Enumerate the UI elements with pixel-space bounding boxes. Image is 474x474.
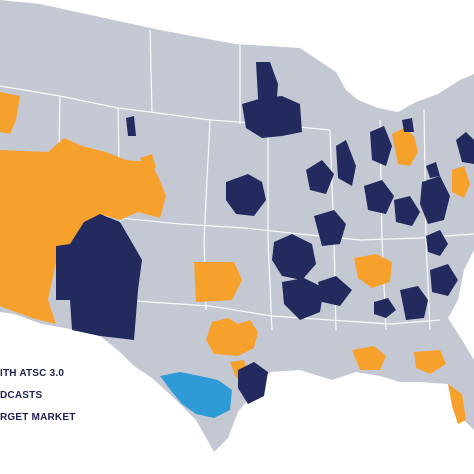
market-navy-mo — [314, 210, 346, 246]
market-orange-ok — [194, 262, 242, 302]
market-navy-wv — [420, 176, 450, 224]
market-orange-tx-north — [206, 318, 258, 356]
market-navy-oh2 — [426, 162, 440, 178]
orange-markets — [0, 92, 470, 424]
market-navy-il — [336, 140, 356, 186]
market-navy-oh — [394, 196, 420, 226]
market-navy-wy — [126, 116, 136, 136]
market-navy-ga2 — [374, 298, 396, 318]
market-navy-in — [364, 180, 394, 214]
navy-markets — [56, 62, 474, 404]
market-navy-mi-n — [402, 118, 414, 132]
market-orange-colorado — [140, 154, 156, 172]
legend-label-target-market: RGET MARKET — [0, 411, 76, 423]
map-legend: ITH ATSC 3.0 DCASTS RGET MARKET — [0, 362, 120, 428]
market-navy-wi — [306, 160, 334, 194]
market-orange-fl — [448, 384, 466, 424]
market-navy-va — [426, 230, 448, 256]
market-orange-pacific-nw — [0, 92, 20, 134]
market-orange-sc — [414, 350, 446, 374]
legend-label-broadcasts: DCASTS — [0, 389, 43, 401]
market-orange-pa — [452, 166, 470, 198]
market-navy-ks — [272, 234, 316, 280]
market-navy-la — [238, 362, 268, 404]
market-navy-ne-coast — [456, 132, 474, 164]
market-navy-ar — [282, 278, 324, 320]
market-orange-ky — [354, 254, 392, 288]
market-orange-mi — [392, 128, 418, 166]
legend-item-atsc: ITH ATSC 3.0 — [0, 362, 120, 384]
market-navy-mn — [242, 96, 302, 138]
legend-item-broadcasts: DCASTS — [0, 384, 120, 406]
legend-item-target-market: RGET MARKET — [0, 406, 120, 428]
market-navy-tn — [400, 286, 428, 320]
market-blue-tx — [160, 372, 232, 418]
market-navy-nc — [430, 264, 458, 296]
market-orange-ga — [352, 346, 386, 370]
market-orange-west-large — [0, 138, 166, 324]
legend-label-atsc: ITH ATSC 3.0 — [0, 367, 65, 379]
market-navy-mi-w — [370, 126, 392, 166]
market-navy-ne — [226, 174, 266, 216]
market-navy-nm — [56, 214, 142, 340]
market-navy-ms — [318, 276, 352, 306]
